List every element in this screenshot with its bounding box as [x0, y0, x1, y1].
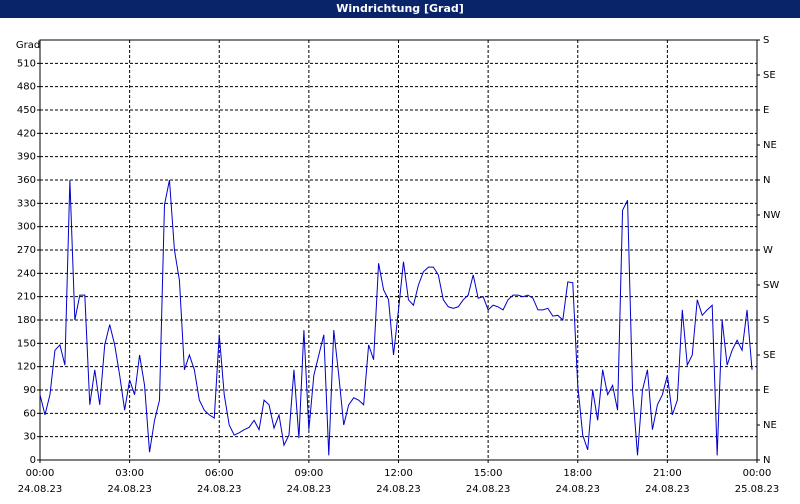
x-tick-label: 18:00 — [563, 468, 592, 479]
y-tick-label: 150 — [17, 338, 36, 349]
x-tick-label: 09:00 — [294, 468, 323, 479]
y-tick-label: 330 — [17, 198, 36, 209]
y-tick-label: 60 — [23, 408, 36, 419]
y2-tick-label: S — [763, 315, 769, 326]
x-tick-date: 24.08.23 — [197, 484, 242, 495]
x-tick-date: 24.08.23 — [18, 484, 63, 495]
x-tick-date: 24.08.23 — [466, 484, 511, 495]
x-tick-label: 06:00 — [205, 468, 234, 479]
y2-tick-label: E — [763, 105, 769, 116]
y2-tick-label: S — [763, 35, 769, 46]
x-tick-date: 24.08.23 — [376, 484, 421, 495]
y2-tick-label: N — [763, 175, 770, 186]
y-tick-label: 210 — [17, 292, 36, 303]
title-bar — [0, 0, 800, 18]
chart-title: Windrichtung [Grad] — [336, 2, 464, 15]
y2-tick-label: SW — [763, 280, 779, 291]
x-tick-date: 25.08.23 — [735, 484, 780, 495]
y2-tick-label: NE — [763, 420, 777, 431]
y-tick-label: 240 — [17, 268, 36, 279]
x-tick-label: 00:00 — [743, 468, 772, 479]
y-tick-label: 450 — [17, 105, 36, 116]
y-tick-label: 120 — [17, 362, 36, 373]
x-tick-date: 24.08.23 — [287, 484, 332, 495]
data-line — [39, 179, 753, 456]
y2-tick-label: E — [763, 385, 769, 396]
y-tick-label: 300 — [17, 222, 36, 233]
y-tick-label: 270 — [17, 245, 36, 256]
y2-tick-label: W — [763, 245, 773, 256]
y-axis-label: Grad — [16, 40, 40, 51]
y-tick-label: 180 — [17, 315, 36, 326]
y-tick-label: 30 — [23, 432, 36, 443]
x-tick-date: 24.08.23 — [645, 484, 690, 495]
y-tick-label: 360 — [17, 175, 36, 186]
x-tick-label: 15:00 — [474, 468, 503, 479]
y2-tick-label: NE — [763, 140, 777, 151]
y-tick-label: 90 — [23, 385, 36, 396]
y-tick-label: 510 — [17, 58, 36, 69]
x-tick-label: 00:00 — [26, 468, 55, 479]
y-tick-label: 390 — [17, 152, 36, 163]
y2-tick-label: SE — [763, 70, 776, 81]
x-tick-date: 24.08.23 — [107, 484, 152, 495]
x-tick-label: 21:00 — [653, 468, 682, 479]
y2-tick-label: NW — [763, 210, 780, 221]
x-tick-label: 12:00 — [384, 468, 413, 479]
x-tick-date: 24.08.23 — [555, 484, 600, 495]
x-tick-label: 03:00 — [115, 468, 144, 479]
y2-tick-label: SE — [763, 350, 776, 361]
y-tick-label: 0 — [30, 455, 36, 466]
y2-tick-label: N — [763, 455, 770, 466]
y-tick-label: 420 — [17, 128, 36, 139]
y-tick-label: 480 — [17, 82, 36, 93]
